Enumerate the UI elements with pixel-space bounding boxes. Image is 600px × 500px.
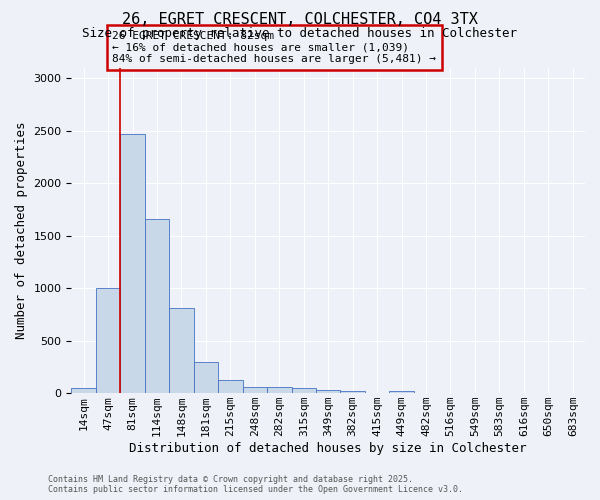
- Bar: [292, 388, 316, 393]
- Bar: [340, 391, 365, 393]
- Text: Contains public sector information licensed under the Open Government Licence v3: Contains public sector information licen…: [48, 486, 463, 494]
- Bar: [218, 380, 242, 393]
- Bar: [267, 388, 292, 393]
- Bar: [169, 308, 194, 393]
- Text: Size of property relative to detached houses in Colchester: Size of property relative to detached ho…: [83, 28, 517, 40]
- Bar: [96, 288, 121, 393]
- Bar: [71, 388, 96, 393]
- Bar: [365, 392, 389, 393]
- Bar: [242, 387, 267, 393]
- Text: 26 EGRET CRESCENT: 82sqm
← 16% of detached houses are smaller (1,039)
84% of sem: 26 EGRET CRESCENT: 82sqm ← 16% of detach…: [112, 31, 436, 64]
- Text: 26, EGRET CRESCENT, COLCHESTER, CO4 3TX: 26, EGRET CRESCENT, COLCHESTER, CO4 3TX: [122, 12, 478, 28]
- X-axis label: Distribution of detached houses by size in Colchester: Distribution of detached houses by size …: [130, 442, 527, 455]
- Bar: [389, 390, 414, 393]
- Bar: [145, 219, 169, 393]
- Y-axis label: Number of detached properties: Number of detached properties: [15, 122, 28, 339]
- Bar: [194, 362, 218, 393]
- Bar: [121, 134, 145, 393]
- Text: Contains HM Land Registry data © Crown copyright and database right 2025.: Contains HM Land Registry data © Crown c…: [48, 476, 413, 484]
- Bar: [316, 390, 340, 393]
